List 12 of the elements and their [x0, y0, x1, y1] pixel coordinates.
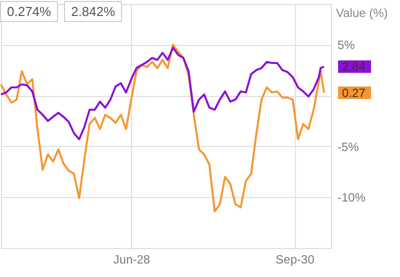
y-axis-title: Value (%): [336, 6, 388, 20]
y-tick-label: -5%: [338, 140, 360, 154]
data-label: 2.84: [342, 60, 366, 74]
y-tick-label: -10%: [338, 190, 366, 205]
line-series: [0, 46, 326, 140]
x-tick-label: Jun-28: [113, 252, 150, 266]
data-label: 0.27: [342, 86, 366, 100]
x-tick-label: Sep-30: [276, 252, 315, 266]
annotation: 2.842%: [64, 1, 122, 22]
annotation: 0.274%: [0, 1, 58, 22]
line-series: [0, 44, 326, 212]
y-tick-label: 5%: [338, 38, 356, 52]
